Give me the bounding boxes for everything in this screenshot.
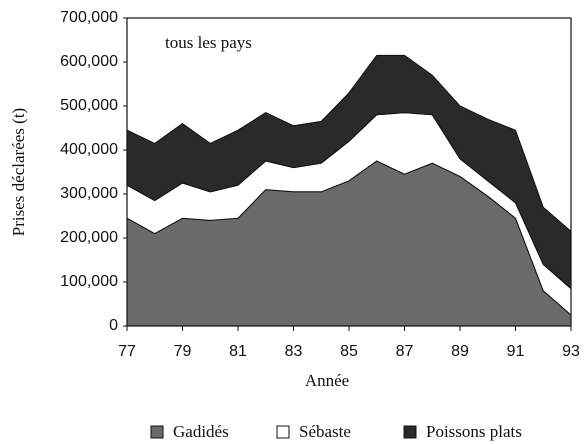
legend-label: Sébaste: [299, 422, 351, 441]
legend-swatch: [403, 425, 417, 439]
x-tick-label: 89: [451, 343, 469, 360]
x-tick-label: 79: [174, 343, 192, 360]
x-tick-label: 93: [562, 343, 580, 360]
y-tick-label: 0: [109, 317, 118, 334]
y-tick-label: 300,000: [60, 185, 118, 202]
y-tick-label: 200,000: [60, 229, 118, 246]
y-tick-label: 600,000: [60, 53, 118, 70]
y-tick-label: 100,000: [60, 273, 118, 290]
y-tick-label: 400,000: [60, 141, 118, 158]
legend-swatch: [150, 425, 164, 439]
annotation: tous les pays: [165, 33, 252, 52]
x-tick-label: 85: [340, 343, 358, 360]
x-tick-label: 87: [396, 343, 414, 360]
y-axis-title: Prises déclarées (t): [9, 108, 28, 236]
y-tick-label: 500,000: [60, 97, 118, 114]
y-tick-label: 700,000: [60, 9, 118, 26]
x-tick-label: 83: [285, 343, 303, 360]
x-tick-label: 81: [229, 343, 247, 360]
x-tick-label: 77: [118, 343, 136, 360]
legend-label: Gadidés: [173, 422, 229, 441]
x-tick-label: 91: [507, 343, 525, 360]
x-axis-title: Année: [305, 371, 349, 390]
legend-label: Poissons plats: [426, 422, 522, 441]
legend-swatch: [276, 425, 290, 439]
